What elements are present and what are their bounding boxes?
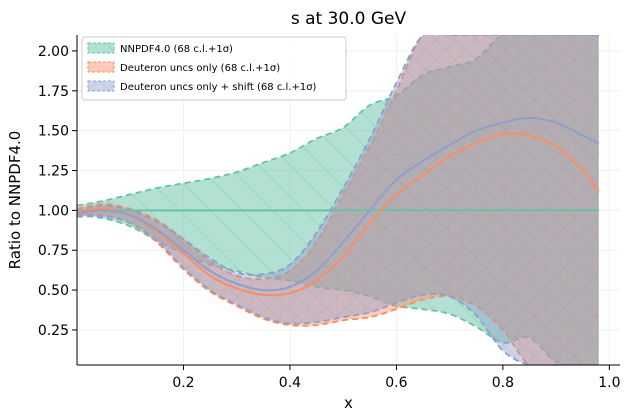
x-axis-ticks: 0.2 0.4 0.6 0.8 1.0 xyxy=(172,365,620,391)
legend-entry: Deuteron uncs only + shift (68 c.l.+1σ) xyxy=(87,80,317,93)
plot-area xyxy=(77,35,600,365)
y-tick-label: 1.00 xyxy=(38,203,69,219)
x-tick-label: 0.6 xyxy=(385,375,407,391)
series-2-lower-edge xyxy=(77,213,599,365)
y-tick-label: 1.50 xyxy=(38,124,69,140)
legend-swatch-hatch xyxy=(88,81,114,91)
y-tick-label: 2.00 xyxy=(38,44,69,60)
y-tick-label: 0.50 xyxy=(38,283,69,299)
y-axis-ticks: 0.25 0.50 0.75 1.00 1.25 1.50 1.75 2.00 xyxy=(38,44,77,339)
y-tick-label: 1.25 xyxy=(38,164,69,180)
legend-swatch-hatch xyxy=(88,62,114,72)
series-3-central-line xyxy=(77,116,600,292)
y-tick-label: 1.75 xyxy=(38,84,69,100)
legend: NNPDF4.0 (68 c.l.+1σ) Deuteron uncs only … xyxy=(81,36,347,101)
legend-frame xyxy=(81,36,347,101)
series-3-upper-edge xyxy=(77,35,599,276)
legend-label: NNPDF4.0 (68 c.l.+1σ) xyxy=(120,44,233,55)
x-axis-title: x xyxy=(344,394,353,412)
legend-entry: NNPDF4.0 (68 c.l.+1σ) xyxy=(87,42,233,55)
series-2-central-line xyxy=(77,132,600,297)
y-tick-label: 0.75 xyxy=(38,243,69,259)
legend-entry: Deuteron uncs only (68 c.l.+1σ) xyxy=(87,61,280,74)
chart-title: s at 30.0 GeV xyxy=(291,9,407,29)
y-tick-label: 0.25 xyxy=(38,323,69,339)
legend-swatch-hatch xyxy=(88,43,114,53)
x-tick-label: 1.0 xyxy=(598,375,620,391)
x-tick-label: 0.2 xyxy=(172,375,194,391)
x-tick-label: 0.8 xyxy=(492,375,514,391)
series-3-band-hatch xyxy=(77,35,599,365)
x-tick-label: 0.4 xyxy=(279,375,301,391)
legend-label: Deuteron uncs only (68 c.l.+1σ) xyxy=(120,63,280,74)
legend-label: Deuteron uncs only + shift (68 c.l.+1σ) xyxy=(120,82,317,93)
y-axis-title: Ratio to NNPDF4.0 xyxy=(6,131,24,270)
